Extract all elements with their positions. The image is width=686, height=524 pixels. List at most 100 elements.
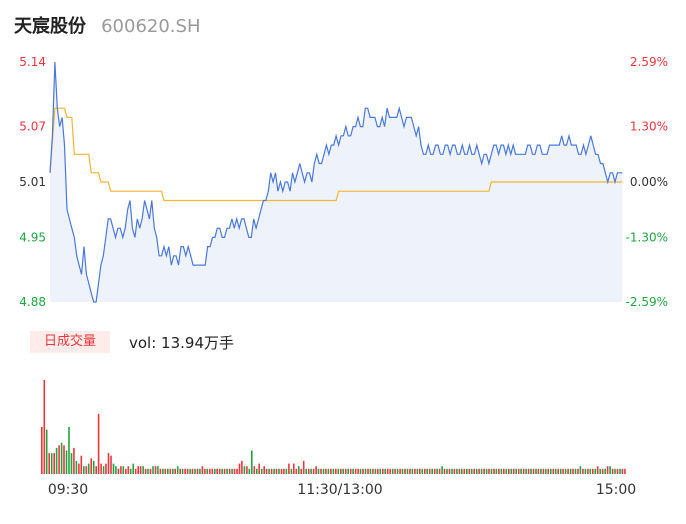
volume-bar [567, 468, 569, 474]
volume-bar [525, 468, 527, 474]
volume-bar [475, 468, 478, 474]
volume-bar [411, 468, 414, 474]
volume-bar [43, 380, 46, 474]
volume-bar [330, 468, 332, 474]
volume-bar [63, 445, 65, 474]
volume-bar [288, 463, 290, 474]
y-tick-left: 4.88 [19, 295, 46, 309]
volume-bar [577, 468, 579, 474]
volume-bar [179, 468, 181, 474]
volume-bar [451, 468, 453, 474]
volume-bar [347, 468, 349, 474]
volume-bar [70, 453, 73, 474]
volume-bar [53, 453, 55, 474]
volume-bar [359, 468, 362, 474]
volume-bar [154, 466, 157, 474]
volume-bar [386, 468, 389, 474]
stock-code: 600620.SH [101, 16, 201, 37]
volume-bar [545, 468, 547, 474]
volume-bar [416, 468, 419, 474]
volume-bar [307, 468, 310, 474]
volume-bar [500, 468, 503, 474]
volume-bar [317, 468, 320, 474]
y-tick-right: 2.59% [630, 55, 668, 69]
volume-tag: 日成交量 [30, 331, 110, 353]
volume-bar [142, 466, 144, 474]
volume-bar [149, 468, 152, 474]
volume-bar [522, 468, 525, 474]
volume-bar [495, 468, 498, 474]
volume-bar [557, 468, 559, 474]
time-tick: 11:30/13:00 [297, 482, 382, 498]
volume-bar [273, 468, 275, 474]
time-tick: 09:30 [48, 482, 88, 498]
volume-bar [362, 468, 364, 474]
volume-bar [60, 442, 63, 474]
volume-bar [315, 466, 317, 474]
volume-bar [310, 468, 312, 474]
volume-bar [389, 468, 391, 474]
volume-bar [433, 468, 436, 474]
volume-bar [473, 468, 475, 474]
volume-bar [463, 468, 466, 474]
volume-bar [520, 468, 522, 474]
volume-bar [453, 468, 456, 474]
volume-bar [616, 468, 619, 474]
volume-bar [285, 468, 288, 474]
volume-bar [436, 468, 438, 474]
volume-bar [542, 468, 545, 474]
volume-bar [243, 466, 246, 474]
volume-bar [172, 468, 174, 474]
price-chart: 5.14 5.07 5.01 4.95 4.88 2.59% 1.30% 0.00% -1.30… [19, 55, 668, 309]
volume-bar [283, 468, 285, 474]
volume-bar [367, 468, 369, 474]
volume-bar [226, 468, 228, 474]
volume-bar [572, 468, 574, 474]
average-line [49, 107, 623, 202]
volume-bar [352, 468, 354, 474]
volume-bar [157, 466, 159, 474]
volume-bar [426, 468, 428, 474]
volume-bar [448, 468, 451, 474]
volume-bar [253, 466, 256, 474]
volume-bar [122, 466, 125, 474]
volume-bar [167, 468, 169, 474]
volume-bar [431, 468, 433, 474]
volume-bar [117, 468, 120, 474]
volume-bar [206, 468, 209, 474]
y-tick-right: -2.59% [626, 295, 668, 309]
volume-bar [201, 466, 204, 474]
volume-bar [97, 413, 100, 474]
volume-bar [302, 460, 305, 474]
volume-bar [298, 466, 300, 474]
volume-bar [554, 468, 557, 474]
volume-bar [470, 468, 473, 474]
volume-bar [619, 468, 621, 474]
volume-bar [115, 466, 117, 474]
volume-bar [547, 468, 550, 474]
volume-bar [45, 429, 48, 474]
volume-bar [394, 468, 396, 474]
volume-bar [424, 468, 426, 474]
volume-bar [342, 468, 344, 474]
volume-bar [223, 468, 226, 474]
volume-bar [562, 468, 564, 474]
volume-bar [107, 453, 110, 474]
stock-header: 天宸股份 600620.SH [14, 12, 201, 40]
volume-bar [80, 455, 83, 474]
volume-bar [446, 468, 448, 474]
volume-bar [95, 466, 97, 474]
volume-bar [421, 468, 424, 474]
volume-bar [162, 468, 164, 474]
volume-bar [582, 468, 584, 474]
volume-bar [377, 468, 379, 474]
volume-bar [275, 468, 278, 474]
volume-bar [189, 468, 191, 474]
volume-bar [480, 468, 483, 474]
volume-bar [503, 468, 505, 474]
volume-bar [216, 468, 218, 474]
volume-bar [85, 466, 88, 474]
volume-bar [105, 463, 107, 474]
volume-bar [164, 468, 167, 474]
volume-bar [214, 468, 216, 474]
